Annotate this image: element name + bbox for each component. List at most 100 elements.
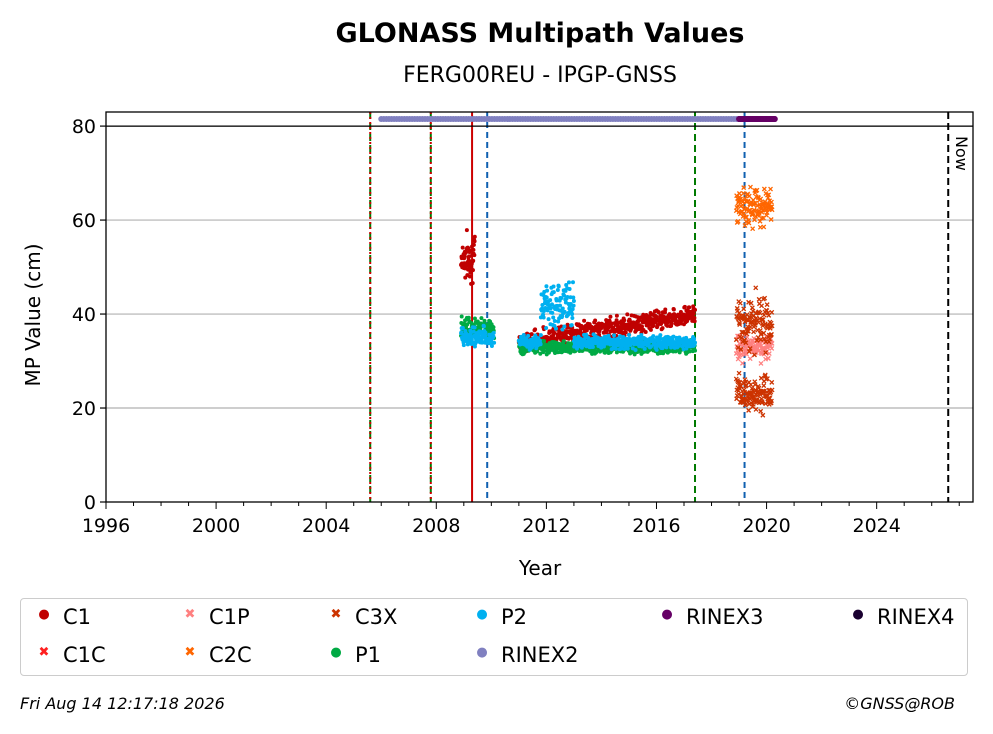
data-point-p1 bbox=[687, 349, 692, 354]
data-point-c3x bbox=[743, 340, 749, 346]
data-point-p1 bbox=[541, 348, 546, 353]
data-point-c2c bbox=[766, 192, 772, 198]
data-point-c1p bbox=[740, 360, 745, 366]
data-point-c3x bbox=[767, 395, 773, 401]
data-point-p2 bbox=[570, 307, 575, 312]
data-point-c1 bbox=[533, 327, 538, 332]
data-point-c1 bbox=[582, 318, 587, 323]
data-point-p2 bbox=[545, 288, 550, 293]
footer-timestamp: Fri Aug 14 12:17:18 2026 bbox=[20, 694, 225, 713]
legend-marker-icon: ● bbox=[476, 607, 488, 622]
data-point-c3x bbox=[756, 296, 762, 302]
data-point-p1 bbox=[594, 350, 599, 355]
data-point-c1 bbox=[669, 321, 674, 326]
data-point-p2 bbox=[560, 327, 565, 332]
data-point-c1 bbox=[464, 228, 469, 233]
data-point-c1 bbox=[552, 330, 557, 335]
data-point-p2 bbox=[556, 284, 561, 289]
data-point-p1 bbox=[535, 349, 540, 354]
data-point-rinex3 bbox=[771, 116, 778, 123]
data-point-p2 bbox=[658, 333, 663, 338]
data-point-c2c bbox=[768, 199, 774, 205]
data-point-c3x bbox=[769, 379, 775, 385]
data-point-c3x bbox=[738, 346, 744, 352]
data-point-p2 bbox=[461, 343, 466, 348]
data-point-c3x bbox=[764, 308, 770, 313]
data-point-p2 bbox=[571, 303, 576, 308]
data-point-c1 bbox=[622, 318, 627, 323]
data-point-p1 bbox=[472, 316, 477, 321]
x-tick-label: 2016 bbox=[632, 515, 680, 537]
data-point-p2 bbox=[613, 346, 618, 351]
data-point-p2 bbox=[566, 280, 571, 285]
data-point-c3x bbox=[741, 306, 747, 312]
data-point-p1 bbox=[541, 339, 546, 344]
data-point-c3x bbox=[762, 372, 768, 378]
legend-item-p2: ● P2 bbox=[475, 605, 527, 630]
data-point-c2c bbox=[750, 226, 756, 232]
data-point-c2c bbox=[741, 210, 747, 216]
data-point-p1 bbox=[491, 325, 496, 330]
data-point-p2 bbox=[612, 333, 617, 338]
data-point-c2c bbox=[754, 187, 760, 193]
data-point-p1 bbox=[466, 315, 471, 320]
data-point-p2 bbox=[569, 323, 574, 328]
legend-marker-icon: ✖ bbox=[184, 645, 196, 660]
data-point-p2 bbox=[562, 309, 567, 314]
data-point-p2 bbox=[570, 280, 575, 285]
data-point-p2 bbox=[556, 319, 561, 324]
data-point-c2c bbox=[741, 185, 747, 191]
data-point-c3x bbox=[754, 337, 760, 343]
data-point-c3x bbox=[752, 387, 758, 393]
data-point-c1 bbox=[692, 319, 697, 324]
data-point-c3x bbox=[758, 337, 764, 343]
data-point-p2 bbox=[489, 343, 494, 348]
data-point-c2c bbox=[740, 202, 746, 208]
data-point-p2 bbox=[654, 347, 659, 352]
data-point-c1 bbox=[687, 305, 692, 310]
data-point-p2 bbox=[571, 295, 576, 300]
legend-item-c1: ● C1 bbox=[37, 605, 91, 630]
legend-marker-icon: ● bbox=[476, 645, 488, 660]
data-point-p2 bbox=[642, 346, 647, 351]
data-point-p2 bbox=[526, 333, 531, 338]
data-point-p1 bbox=[538, 351, 543, 356]
data-point-p2 bbox=[541, 315, 546, 320]
data-point-c3x bbox=[762, 295, 768, 301]
data-point-p2 bbox=[550, 310, 555, 315]
data-point-c1 bbox=[460, 245, 465, 250]
data-point-p2 bbox=[671, 334, 676, 339]
data-point-c3x bbox=[753, 285, 759, 291]
data-point-c3x bbox=[760, 412, 766, 418]
y-tick-label: 0 bbox=[84, 492, 96, 514]
data-point-c1 bbox=[663, 307, 668, 312]
legend-marker-icon: ✖ bbox=[184, 607, 196, 622]
data-point-c2c bbox=[752, 217, 757, 223]
data-point-c3x bbox=[752, 352, 757, 358]
data-point-c1 bbox=[625, 312, 630, 317]
data-point-c2c bbox=[740, 190, 746, 196]
data-point-c1 bbox=[656, 310, 661, 315]
legend-label: C1P bbox=[209, 605, 250, 629]
y-tick-label: 20 bbox=[72, 398, 96, 420]
data-point-c3x bbox=[748, 382, 754, 388]
data-point-c2c bbox=[743, 219, 749, 225]
data-point-p2 bbox=[491, 330, 496, 335]
data-point-p2 bbox=[633, 347, 638, 352]
data-point-c3x bbox=[753, 406, 759, 412]
data-point-c1 bbox=[472, 253, 477, 258]
data-point-p2 bbox=[471, 329, 476, 334]
data-point-p2 bbox=[544, 326, 549, 331]
data-point-c1 bbox=[643, 329, 648, 334]
data-point-c1 bbox=[614, 313, 619, 318]
data-point-c3x bbox=[769, 309, 775, 315]
legend-marker-icon: ✖ bbox=[330, 607, 342, 622]
data-point-p2 bbox=[544, 284, 549, 289]
data-point-p2 bbox=[571, 299, 576, 304]
data-point-c2c bbox=[757, 218, 763, 224]
plot-frame bbox=[105, 111, 974, 503]
data-point-c3x bbox=[761, 388, 767, 394]
x-tick-label: 2012 bbox=[522, 515, 570, 537]
data-point-p1 bbox=[632, 352, 637, 357]
data-point-c3x bbox=[761, 383, 767, 389]
